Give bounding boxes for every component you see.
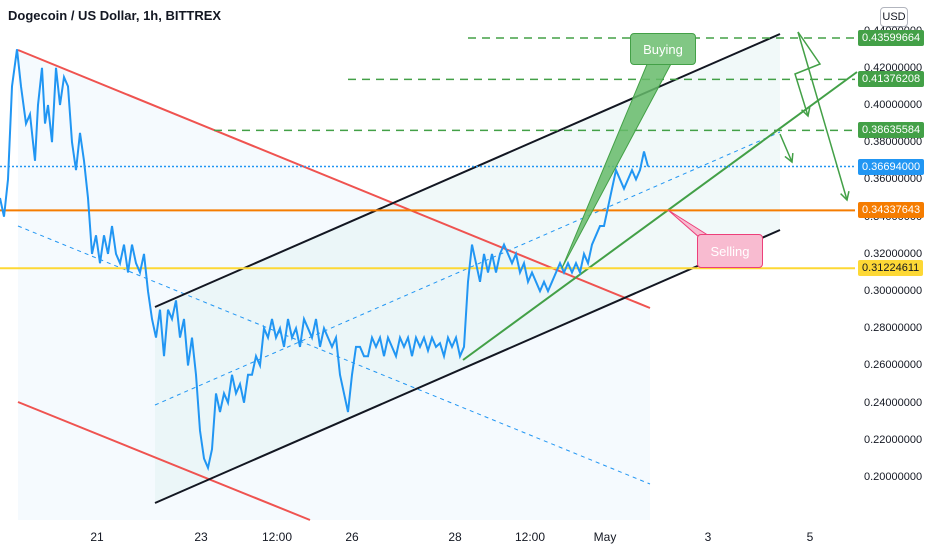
price-line bbox=[0, 49, 649, 472]
currency-badge[interactable]: USD bbox=[880, 7, 908, 27]
y-tick-label: 0.36000000 bbox=[864, 173, 923, 186]
x-tick-label: 12:00 bbox=[514, 530, 546, 544]
x-tick-label: 5 bbox=[806, 530, 814, 544]
y-tick-label: 0.40000000 bbox=[864, 99, 923, 112]
descending-channel-fill bbox=[18, 50, 650, 520]
x-tick-label: 26 bbox=[345, 530, 359, 544]
ascending-channel-mid bbox=[154, 131, 781, 406]
y-tick-label: 0.30000000 bbox=[864, 285, 923, 298]
price-levels bbox=[0, 37, 855, 270]
y-tick-label: 0.24000000 bbox=[864, 396, 923, 409]
green-trend-line bbox=[462, 71, 858, 361]
x-tick-label: 12:00 bbox=[261, 530, 293, 544]
price-tag: 0.31224611 bbox=[858, 260, 924, 277]
y-tick-label: 0.22000000 bbox=[864, 433, 923, 446]
projection-arrow-head bbox=[801, 107, 811, 118]
price-tag: 0.34337643 bbox=[858, 202, 925, 219]
y-tick-label: 0.32000000 bbox=[864, 247, 923, 260]
ascending-channel-bottom bbox=[154, 229, 781, 504]
channel-fills bbox=[18, 34, 780, 520]
x-tick-label: 21 bbox=[90, 530, 104, 544]
y-tick-label: 0.42000000 bbox=[864, 61, 923, 74]
price-tag: 0.36694000 bbox=[858, 158, 925, 175]
price-tag: 0.38635584 bbox=[858, 122, 925, 139]
price-tag: 0.43599664 bbox=[858, 30, 925, 47]
x-tick-label: May bbox=[593, 530, 617, 544]
projection-arrow bbox=[779, 133, 793, 163]
projection-arrow bbox=[797, 31, 848, 201]
x-tick-label: 28 bbox=[448, 530, 462, 544]
projection-arrow-head bbox=[784, 152, 794, 164]
projection-arrow bbox=[794, 31, 822, 117]
selling-annotation[interactable]: Selling bbox=[697, 234, 763, 268]
y-tick-label: 0.26000000 bbox=[864, 359, 923, 372]
y-tick-label: 0.38000000 bbox=[864, 136, 923, 149]
buying-annotation[interactable]: Buying bbox=[630, 33, 696, 65]
y-tick-label: 0.28000000 bbox=[864, 322, 923, 335]
x-tick-label: 23 bbox=[194, 530, 208, 544]
price-tag: 0.41376208 bbox=[858, 71, 925, 88]
descending-channel-bottom bbox=[17, 401, 311, 521]
x-tick-label: 3 bbox=[704, 530, 712, 544]
descending-channel-top bbox=[17, 49, 651, 309]
price-series-line bbox=[0, 49, 649, 472]
y-tick-label: 0.20000000 bbox=[864, 471, 923, 484]
projection-arrow-head bbox=[840, 191, 850, 202]
chart-title: Dogecoin / US Dollar, 1h, BITTREX bbox=[8, 8, 222, 23]
